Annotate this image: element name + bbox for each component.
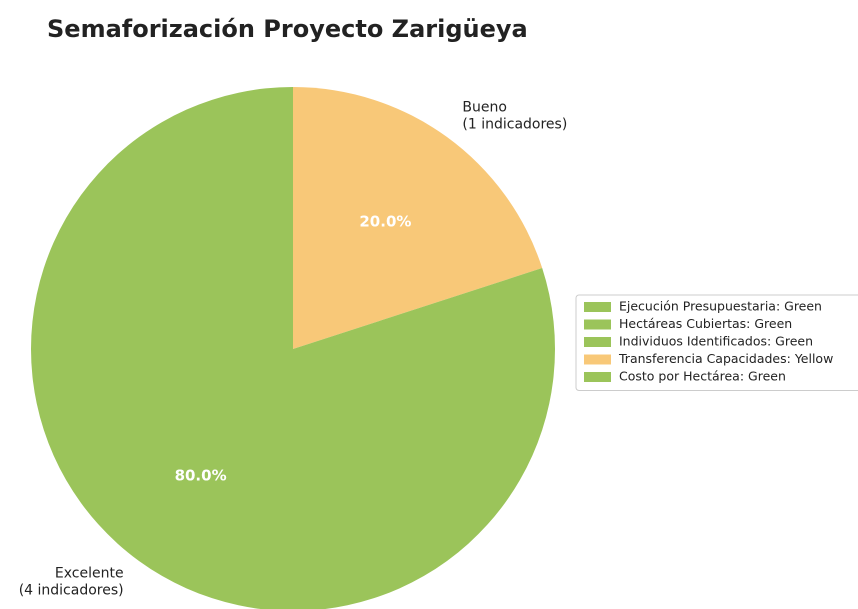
legend-label: Ejecución Presupuestaria: Green: [619, 299, 822, 314]
slice-percent: 20.0%: [359, 212, 411, 230]
pie-slice: [31, 87, 555, 609]
slice-label: Bueno: [462, 99, 507, 115]
legend-label: Individuos Identificados: Green: [619, 334, 813, 349]
slice-percent: 80.0%: [175, 467, 227, 485]
slice-label: (1 indicadores): [462, 116, 567, 132]
legend-swatch: [584, 302, 611, 312]
legend-box: [575, 294, 858, 391]
slice-label: (4 indicadores): [19, 583, 124, 599]
pie-slice: [293, 87, 543, 349]
legend-label: Hectáreas Cubiertas: Green: [619, 316, 792, 331]
legend-swatch: [584, 372, 611, 382]
legend-label: Costo por Hectárea: Green: [619, 369, 786, 384]
chart-title: Semaforización Proyecto Zarigüeya: [47, 15, 528, 43]
slice-label: Excelente: [55, 566, 124, 582]
legend-swatch: [584, 337, 611, 347]
legend-swatch: [584, 354, 611, 365]
legend-label: Transferencia Capacidades: Yellow: [618, 351, 833, 366]
legend-swatch: [584, 319, 611, 330]
